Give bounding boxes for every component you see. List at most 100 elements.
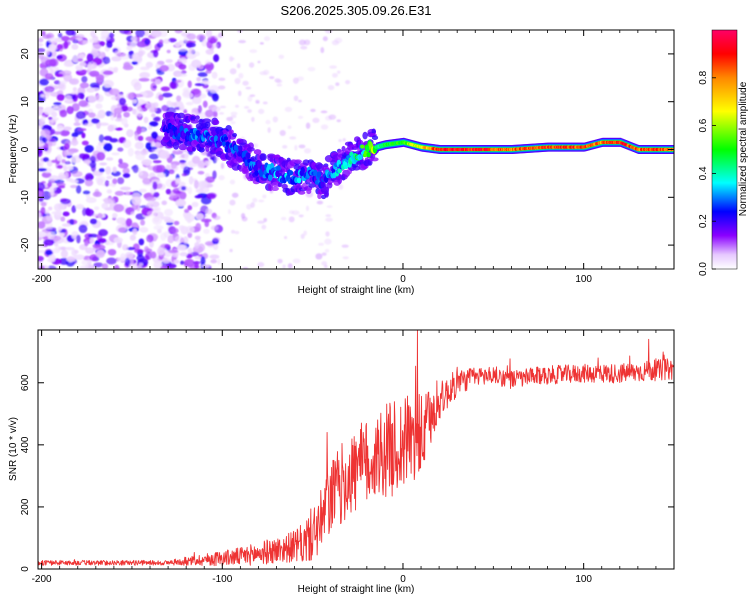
spectrogram-ridge-core [221,141,227,147]
spectrogram-noise-blob [48,175,60,181]
spectrogram-noise-blob [197,181,207,190]
spectrogram-noise-blob [102,70,114,75]
spectrogram-noise-blob [282,264,286,269]
spectrogram-noise-blob [109,138,119,143]
spectrogram-noise-blob [101,263,109,269]
spectrogram-noise-blob [182,236,189,245]
spectrogram-noise-blob [114,190,125,196]
spectrogram-ridge-halo [341,145,346,152]
spectrogram-noise-blob [335,82,340,86]
spectrogram-noise-blob [132,164,139,174]
spectrogram-noise-blob [109,88,120,96]
spectrogram-noise-blob [206,194,216,200]
spectrogram-noise-blob [176,73,188,77]
spectrogram-noise-blob [321,252,327,256]
spectrogram-noise-blob [188,176,194,185]
spectrogram-noise-blob [338,184,344,190]
spectrogram-noise-blob [91,118,100,124]
spectrogram-y-tick-label: -10 [20,190,31,205]
spectrogram-noise-blob [217,258,221,265]
spectrogram-noise-blob [121,117,128,126]
spectrogram-noise-blob [59,129,70,137]
spectrogram-noise-blob [150,251,157,259]
spectrogram-y-axis-label: Frequency (Hz) [8,115,19,184]
spectrogram-noise-blob [117,147,124,152]
spectrogram-noise-blob [60,216,66,222]
spectrogram-noise-blob [185,101,194,106]
spectrogram-noise-blob [84,179,94,187]
spectrogram-noise-blob [79,62,87,67]
spectrogram-noise-blob [53,80,61,85]
spectrogram-noise-blob [300,45,308,50]
spectrogram-noise-blob [45,49,50,56]
spectrogram-noise-blob [71,31,77,37]
spectrogram-noise-blob [153,261,163,269]
spectrogram-noise-blob [114,127,123,131]
spectrogram-noise-blob [81,259,91,266]
spectrogram-noise-blob [136,125,142,135]
spectrogram-noise-blob [79,82,90,89]
spectrogram-ridge-core [233,144,239,151]
spectrogram-ridge-halo [259,153,267,161]
spectrogram-noise-blob [230,115,237,119]
spectrogram-noise-blob [81,132,86,139]
spectrogram-noise-blob [187,186,193,195]
spectrogram-noise-blob [179,159,187,164]
spectrogram-noise-blob [158,94,164,101]
spectrogram-ridge-halo [271,186,279,192]
spectrogram-noise-blob [242,80,249,86]
spectrogram-noise-blob [64,160,71,165]
spectrogram-noise-blob [149,121,159,127]
spectrogram-noise-blob [43,239,55,246]
spectrogram-noise-blob [76,34,85,39]
spectrogram-noise-blob [78,153,87,160]
spectrogram-noise-blob [213,54,220,63]
spectrogram-noise-blob [100,35,111,41]
spectrogram-noise-blob [38,197,44,202]
spectrogram-noise-blob [111,96,117,101]
spectrogram-noise-blob [205,70,212,74]
spectrogram-ridge-core [267,174,273,181]
spectrogram-noise-blob [87,62,93,71]
spectrogram-noise-blob [153,225,164,231]
spectrogram-noise-blob [96,144,102,153]
spectrogram-noise-blob [38,48,46,53]
spectrogram-noise-blob [231,192,239,198]
spectrogram-noise-blob [247,95,253,102]
spectrogram-noise-blob [63,143,70,151]
spectrogram-noise-blob [95,94,104,103]
spectrogram-noise-blob [153,191,160,198]
spectrogram-noise-blob [78,100,89,107]
spectrogram-noise-blob [192,155,201,164]
spectrogram-noise-blob [186,253,193,259]
spectrogram-noise-blob [292,77,299,84]
spectrogram-noise-blob [150,82,157,92]
spectrogram-noise-blob [93,206,100,211]
spectrogram-noise-blob [168,249,179,254]
spectrogram-noise-blob [164,208,174,216]
spectrogram-noise-blob [123,111,130,118]
spectrogram-noise-blob [64,150,69,156]
spectrogram-noise-blob [323,264,328,269]
spectrogram-noise-blob [122,167,130,175]
spectrogram-noise-blob [150,30,162,38]
spectrogram-noise-blob [201,263,210,268]
spectrogram-noise-blob [174,42,181,48]
spectrogram-noise-blob [49,68,54,75]
spectrogram-noise-blob [76,234,81,244]
spectrogram-noise-blob [194,261,199,269]
spectrogram-noise-blob [328,114,337,120]
spectrogram-noise-blob [136,102,142,111]
spectrogram-noise-blob [57,226,62,232]
spectrogram-noise-blob [72,39,79,44]
spectrogram-noise-blob [210,259,217,264]
spectrogram-ridge-halo [178,143,188,151]
spectrogram-noise-blob [78,53,85,59]
spectrogram-noise-blob [54,203,63,212]
spectrogram-noise-blob [53,242,59,247]
spectrogram-noise-blob [283,236,288,240]
spectrogram-noise-blob [132,228,138,235]
spectrogram-noise-blob [79,265,91,269]
spectrogram-noise-blob [262,194,267,199]
spectrogram-noise-blob [92,243,101,249]
